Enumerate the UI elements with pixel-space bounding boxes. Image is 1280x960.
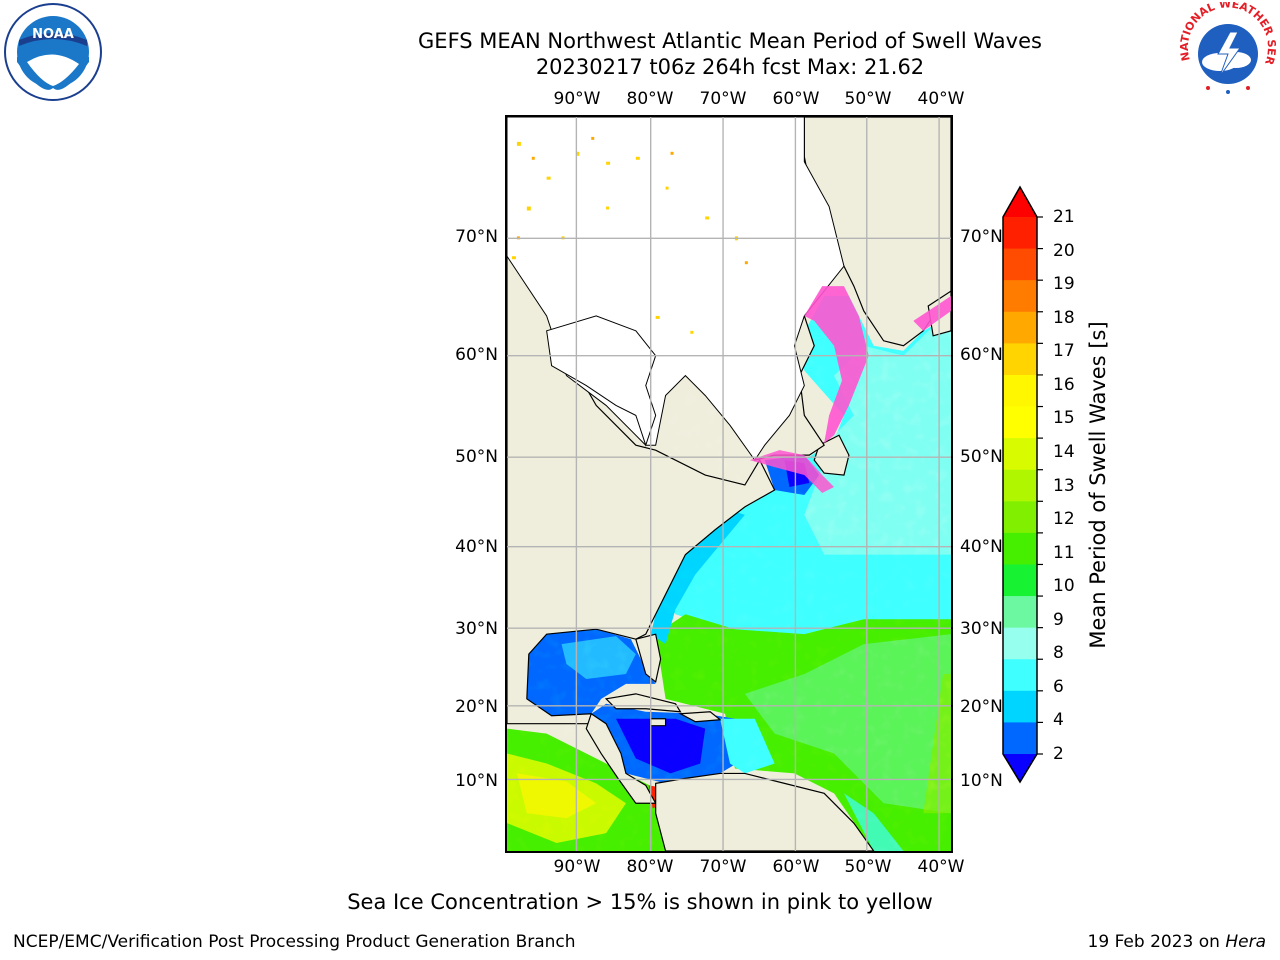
- noaa-logo: NOAA: [4, 3, 102, 101]
- lat-label-left: 50°N: [455, 447, 498, 467]
- host-name: Hera: [1225, 932, 1266, 952]
- lon-label-bottom: 80°W: [626, 857, 674, 877]
- lon-label-bottom: 70°W: [699, 857, 747, 877]
- colorbar-tick-label: 21: [1053, 207, 1075, 227]
- colorbar-tick-label: 12: [1053, 509, 1075, 529]
- lon-label-top: 80°W: [626, 89, 674, 109]
- map-subtitle: 20230217 t06z 264h fcst Max: 21.62: [535, 55, 925, 79]
- colorbar-segment: [1003, 690, 1037, 723]
- colorbar-segment: [1003, 374, 1037, 408]
- lon-label-bottom: 40°W: [917, 857, 965, 877]
- colorbar-tick-label: 10: [1053, 576, 1075, 596]
- colorbar-tick-label: 8: [1053, 643, 1064, 663]
- lon-label-top: 90°W: [553, 89, 601, 109]
- colorbar-tick-label: 15: [1053, 408, 1075, 428]
- colorbar-tick-label: 17: [1053, 341, 1075, 361]
- colorbar-segment: [1003, 564, 1037, 597]
- colorbar-tick-label: 16: [1053, 375, 1075, 395]
- lat-label-right: 70°N: [960, 227, 1003, 247]
- lat-label-right: 20°N: [960, 697, 1003, 717]
- date-stamp: 19 Feb 2023 on Hera: [1088, 932, 1266, 952]
- colorbar-segment: [1003, 438, 1037, 471]
- lon-label-top: 50°W: [844, 89, 892, 109]
- lon-label-bottom: 60°W: [772, 857, 820, 877]
- colorbar-segment: [1003, 343, 1037, 376]
- colorbar-label: Mean Period of Swell Waves [s]: [1086, 321, 1110, 649]
- colorbar-tick-label: 19: [1053, 274, 1075, 294]
- colorbar-segment: [1003, 406, 1037, 439]
- colorbar-tick-label: 13: [1053, 476, 1075, 496]
- colorbar-segment: [1003, 501, 1037, 534]
- lon-label-bottom: 90°W: [553, 857, 601, 877]
- colorbar-tick-label: 20: [1053, 241, 1075, 261]
- colorbar-tick-label: 18: [1053, 308, 1075, 328]
- lat-label-left: 20°N: [455, 697, 498, 717]
- nws-logo: NATIONAL WEATHER SERVICE: [1178, 2, 1278, 100]
- colorbar-segment: [1003, 659, 1037, 692]
- lat-label-left: 30°N: [455, 619, 498, 639]
- lat-label-left: 60°N: [455, 345, 498, 365]
- lon-label-bottom: 50°W: [844, 857, 892, 877]
- colorbar-tick-label: 9: [1053, 610, 1064, 630]
- colorbar-segment: [1003, 596, 1037, 629]
- lat-label-right: 60°N: [960, 345, 1003, 365]
- colorbar-under-arrow: [1003, 754, 1037, 782]
- colorbar-segment: [1003, 722, 1037, 755]
- lon-label-top: 40°W: [917, 89, 965, 109]
- colorbar-segment: [1003, 248, 1037, 281]
- graticule: [507, 117, 951, 851]
- colorbar-segment: [1003, 311, 1037, 344]
- credit-text: NCEP/EMC/Verification Post Processing Pr…: [13, 932, 576, 952]
- colorbar-segment: [1003, 627, 1037, 660]
- lat-label-left: 40°N: [455, 537, 498, 557]
- colorbar-tick-label: 6: [1053, 677, 1064, 697]
- colorbar-tick-label: 2: [1053, 744, 1064, 764]
- sea-ice-note: Sea Ice Concentration > 15% is shown in …: [347, 890, 933, 914]
- colorbar-segment: [1003, 280, 1037, 313]
- lat-label-right: 50°N: [960, 447, 1003, 467]
- colorbar-segment: [1003, 469, 1037, 502]
- date-text: 19 Feb 2023 on: [1087, 932, 1220, 952]
- colorbar-segment: [1003, 532, 1037, 565]
- colorbar-tick-label: 14: [1053, 442, 1075, 462]
- colorbar-tick-label: 11: [1053, 543, 1075, 563]
- swell-period-map: [505, 115, 953, 853]
- lat-label-left: 70°N: [455, 227, 498, 247]
- colorbar-over-arrow: [1003, 187, 1037, 217]
- lat-label-right: 10°N: [960, 771, 1003, 791]
- colorbar-segment: [1003, 217, 1037, 250]
- map-title: GEFS MEAN Northwest Atlantic Mean Period…: [418, 29, 1042, 53]
- lon-label-top: 60°W: [772, 89, 820, 109]
- lon-label-top: 70°W: [699, 89, 747, 109]
- lat-label-left: 10°N: [455, 771, 498, 791]
- lat-label-right: 40°N: [960, 537, 1003, 557]
- noaa-logo-text: NOAA: [32, 27, 74, 42]
- colorbar-tick-label: 4: [1053, 710, 1064, 730]
- lat-label-right: 30°N: [960, 619, 1003, 639]
- colorbar: [1002, 185, 1043, 784]
